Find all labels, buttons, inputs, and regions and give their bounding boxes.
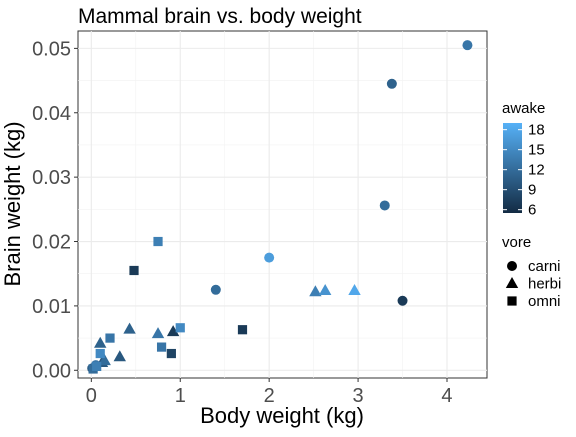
x-axis-label: Body weight (kg) bbox=[200, 403, 364, 428]
shape-legend-title: vore bbox=[502, 234, 531, 251]
data-point-carni bbox=[398, 296, 408, 306]
x-tick-label: 1 bbox=[175, 385, 186, 407]
data-point-omni bbox=[238, 325, 247, 334]
data-point-omni bbox=[96, 349, 105, 358]
color-legend-label: 15 bbox=[528, 142, 545, 159]
data-point-omni bbox=[176, 323, 185, 332]
color-legend-title: awake bbox=[502, 100, 545, 117]
shape-legend-label: carni bbox=[528, 258, 561, 275]
y-tick-label: 0.01 bbox=[32, 296, 71, 318]
data-point-carni bbox=[462, 40, 472, 50]
shape-legend-key-triangle bbox=[506, 277, 518, 288]
color-legend-bar bbox=[503, 123, 522, 213]
data-point-omni bbox=[167, 349, 176, 358]
data-point-carni bbox=[380, 200, 390, 210]
shape-legend-label: omni bbox=[528, 293, 561, 310]
shape-legend-key-square bbox=[507, 296, 516, 305]
data-point-omni bbox=[157, 342, 166, 351]
x-tick-label: 4 bbox=[441, 385, 452, 407]
data-point-omni bbox=[129, 266, 138, 275]
plot-panel bbox=[78, 31, 487, 378]
y-tick-label: 0.00 bbox=[32, 360, 71, 382]
chart-title: Mammal brain vs. body weight bbox=[78, 5, 362, 28]
color-legend-label: 18 bbox=[528, 122, 545, 139]
data-point-carni bbox=[264, 253, 274, 263]
y-tick-label: 0.02 bbox=[32, 232, 71, 254]
color-legend-label: 9 bbox=[528, 182, 536, 199]
data-point-omni bbox=[92, 362, 101, 371]
color-legend-label: 6 bbox=[528, 202, 536, 219]
y-tick-label: 0.04 bbox=[32, 103, 71, 125]
color-legend-label: 12 bbox=[528, 162, 545, 179]
shape-legend-label: herbi bbox=[528, 276, 561, 293]
y-tick-label: 0.03 bbox=[32, 167, 71, 189]
color-legend: awake 6 9 12 15 18 bbox=[502, 100, 545, 219]
shape-legend-key-circle bbox=[507, 261, 517, 271]
y-axis: 0.00 0.01 0.02 0.03 0.04 0.05 bbox=[32, 38, 78, 382]
y-tick-label: 0.05 bbox=[32, 38, 71, 60]
data-point-omni bbox=[153, 237, 162, 246]
data-point-omni bbox=[105, 333, 114, 342]
data-point-carni bbox=[211, 285, 221, 295]
data-point-carni bbox=[387, 79, 397, 89]
y-axis-label: Brain weight (kg) bbox=[0, 121, 25, 286]
x-tick-label: 0 bbox=[86, 385, 97, 407]
